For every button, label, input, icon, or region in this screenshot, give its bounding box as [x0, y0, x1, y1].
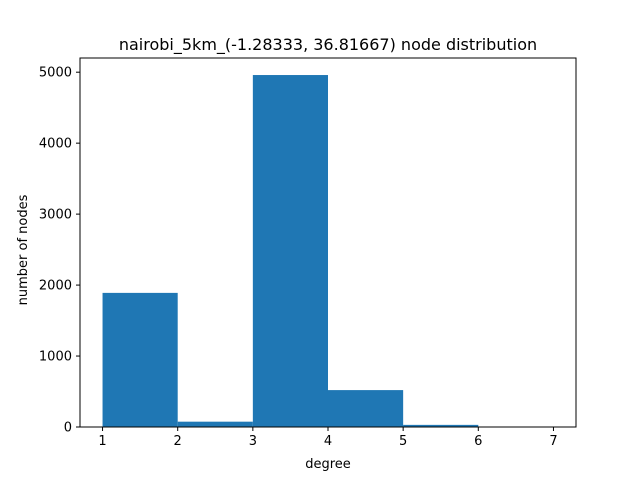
y-tick-label: 1000 [39, 350, 72, 365]
x-tick-label: 6 [474, 434, 482, 449]
y-tick-label: 3000 [39, 208, 72, 223]
bar-bin-5 [403, 424, 479, 427]
x-axis-label: degree [305, 457, 351, 472]
x-tick-label: 2 [174, 434, 182, 449]
bar-bin-4 [328, 390, 404, 427]
y-tick-label: 2000 [39, 279, 72, 294]
y-axis-label: number of nodes [16, 194, 31, 305]
chart-title: nairobi_5km_(-1.28333, 36.81667) node di… [119, 35, 537, 55]
bar-bin-3 [252, 75, 328, 428]
x-tick-label: 1 [98, 434, 106, 449]
x-tick-label: 5 [399, 434, 407, 449]
x-tick-label: 4 [324, 434, 332, 449]
y-tick-label: 5000 [39, 66, 72, 81]
y-tick-label: 0 [64, 421, 72, 436]
y-axis-ticks: 0 1000 2000 3000 4000 5000 [39, 66, 80, 436]
x-tick-label: 3 [249, 434, 257, 449]
x-axis-ticks: 1 2 3 4 5 6 7 [98, 427, 558, 449]
x-tick-label: 7 [549, 434, 557, 449]
bar-bin-1 [102, 292, 178, 427]
y-tick-label: 4000 [39, 137, 72, 152]
bars-group [102, 75, 554, 428]
bar-bin-2 [177, 421, 253, 427]
